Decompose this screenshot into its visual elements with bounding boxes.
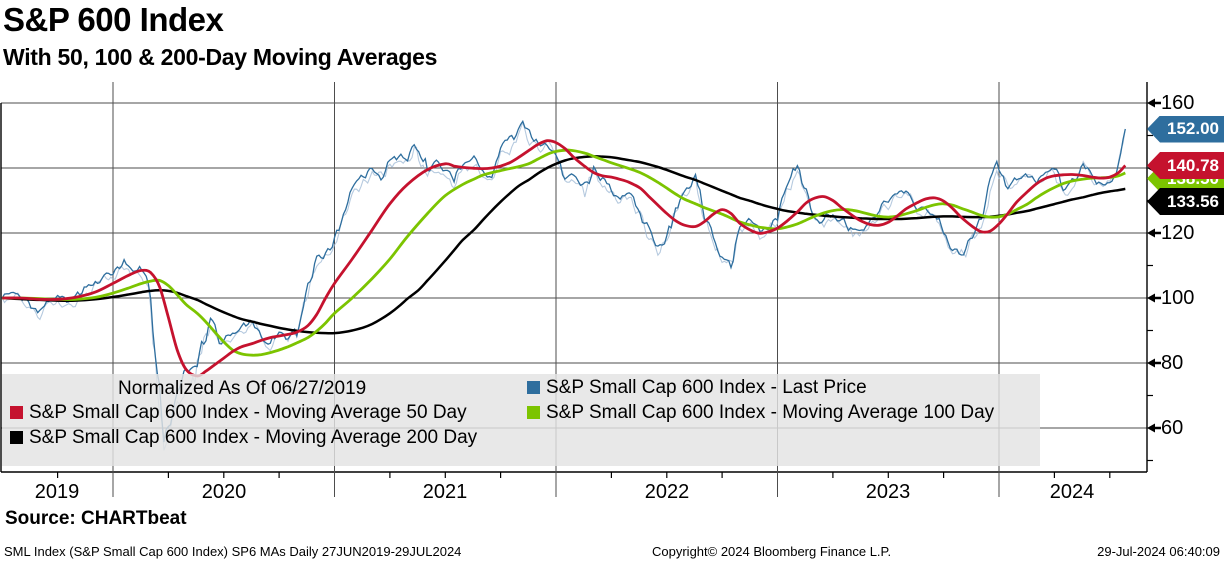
last-value-label: 140.78 [1147,152,1224,179]
y-major-tick-arrow [1147,228,1161,238]
legend-swatch [10,431,23,444]
series-ma200 [2,155,1126,335]
x-tick-label: 2023 [865,481,911,503]
y-tick-label: 100 [1161,287,1195,309]
legend-item: S&P Small Cap 600 Index - Moving Average… [527,402,994,423]
series-ma100 [2,148,1126,357]
y-tick-label: 120 [1161,222,1195,244]
x-tick-label: 2024 [1049,481,1095,503]
legend-item: S&P Small Cap 600 Index - Moving Average… [10,402,467,423]
legend-swatch [10,406,23,419]
legend-label: S&P Small Cap 600 Index - Moving Average… [546,402,995,423]
last-value-label: 133.56 [1147,188,1224,215]
x-tick-label: 2020 [201,481,247,503]
legend-swatch [527,406,540,419]
y-major-tick-arrow [1147,98,1161,108]
legend-label: S&P Small Cap 600 Index - Moving Average… [29,427,478,448]
last-value-label: 152.00 [1147,115,1224,143]
y-major-tick-arrow [1147,293,1161,303]
x-tick-label: 2021 [422,481,468,503]
footer-copyright: Copyright© 2024 Bloomberg Finance L.P. [652,544,892,559]
page-title: S&P 600 Index [3,1,224,38]
source-text: Source: CHARTbeat [5,508,187,529]
page-subtitle: With 50, 100 & 200-Day Moving Averages [3,44,438,70]
y-tick-label: 160 [1161,92,1195,114]
legend-item: S&P Small Cap 600 Index - Last Price [527,377,867,398]
y-major-tick-arrow [1147,423,1161,433]
y-tick-label: 80 [1161,352,1184,374]
legend-item: S&P Small Cap 600 Index - Moving Average… [10,427,477,448]
footer-meta: SML Index (S&P Small Cap 600 Index) SP6 … [4,544,462,559]
x-tick-label: 2022 [644,481,690,503]
legend-label: S&P Small Cap 600 Index - Last Price [546,377,867,398]
chart-legend: Normalized As Of 06/27/2019 S&P Small Ca… [2,374,1040,466]
footer-timestamp: 29-Jul-2024 06:40:09 [1097,544,1220,559]
x-tick-label: 2019 [34,481,80,503]
series-last-price [1,119,1126,443]
y-tick-label: 60 [1161,417,1184,439]
y-major-tick-arrow [1147,358,1161,368]
legend-label: S&P Small Cap 600 Index - Moving Average… [29,402,467,423]
legend-swatch [527,381,540,394]
series-ma50 [2,139,1127,378]
legend-note: Normalized As Of 06/27/2019 [118,378,367,399]
